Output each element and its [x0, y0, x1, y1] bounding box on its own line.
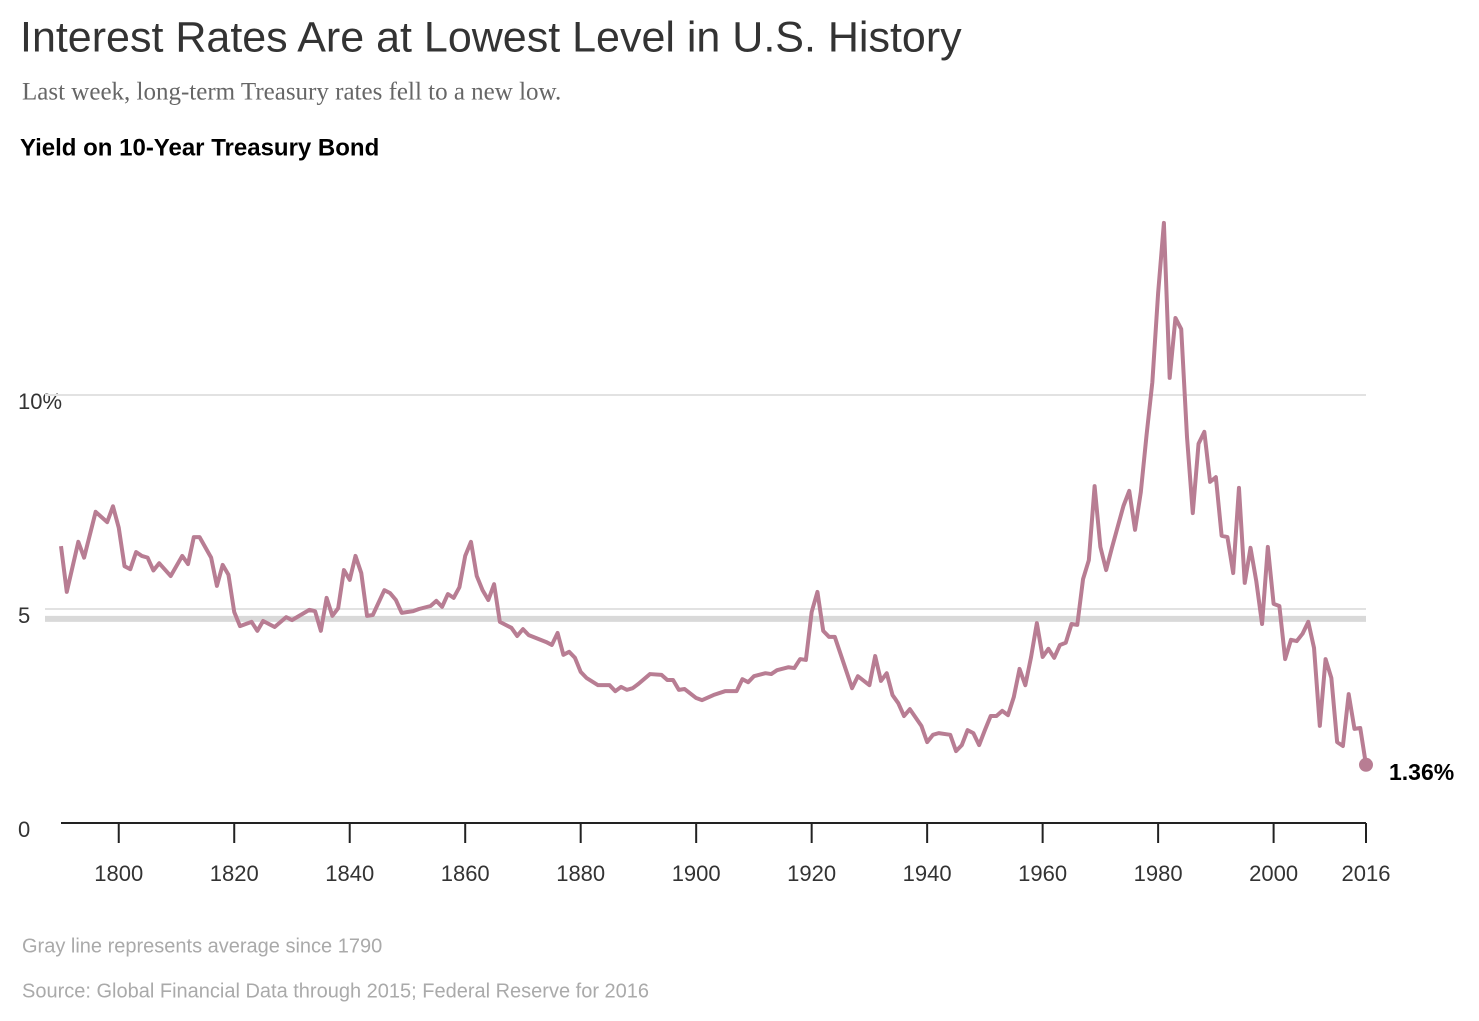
chart-label: Yield on 10-Year Treasury Bond [20, 134, 379, 161]
end-point [1359, 757, 1373, 772]
chart-subtitle: Last week, long-term Treasury rates fell… [22, 79, 561, 106]
end-label: 1.36% [1389, 759, 1454, 785]
x-tick-label: 1860 [441, 861, 490, 886]
x-tick-label: 1960 [1018, 861, 1067, 886]
x-tick-label: 2016 [1342, 861, 1391, 886]
data-line [59, 220, 1368, 766]
y-tick-label: 0 [18, 817, 30, 842]
x-tick-label: 1800 [94, 861, 143, 886]
x-tick-label: 1940 [903, 861, 952, 886]
source: Source: Global Financial Data through 20… [22, 980, 649, 1002]
x-tick-label: 1900 [672, 861, 721, 886]
x-tick-label: 2000 [1249, 861, 1298, 886]
y-tick-label: 10% [18, 389, 62, 414]
x-tick-label: 1980 [1134, 861, 1183, 886]
x-tick-label: 1880 [556, 861, 605, 886]
note: Gray line represents average since 1790 [22, 935, 382, 957]
chart-title: Interest Rates Are at Lowest Level in U.… [20, 13, 962, 61]
x-tick-label: 1820 [210, 861, 259, 886]
x-tick-label: 1920 [787, 861, 836, 886]
y-tick-label: 5 [18, 603, 30, 628]
x-tick-label: 1840 [325, 861, 374, 886]
